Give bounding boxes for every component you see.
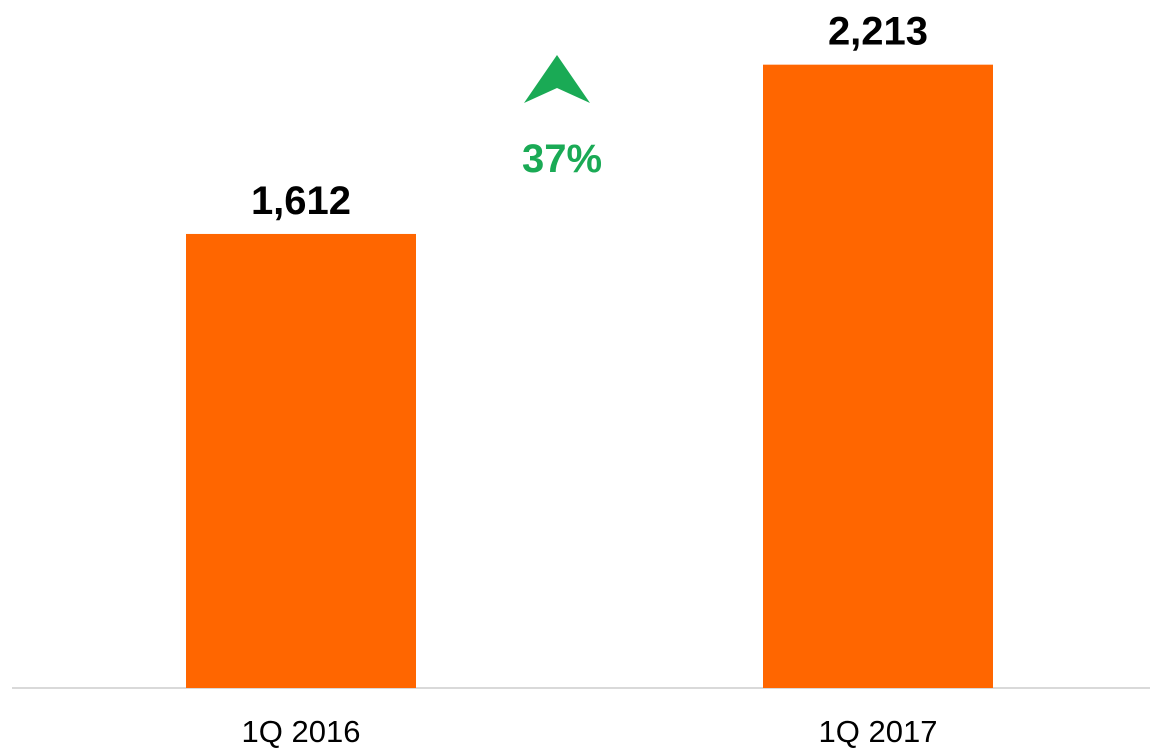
bar: [186, 233, 416, 688]
x-tick-label: 1Q 2017: [819, 714, 938, 749]
x-tick-label: 1Q 2016: [242, 714, 361, 749]
up-arrow: [524, 55, 590, 103]
value-label: 2,213: [828, 10, 928, 54]
growth-annotation: 37%: [522, 137, 602, 181]
value-label: 1,612: [251, 179, 351, 223]
bar: [763, 64, 993, 688]
